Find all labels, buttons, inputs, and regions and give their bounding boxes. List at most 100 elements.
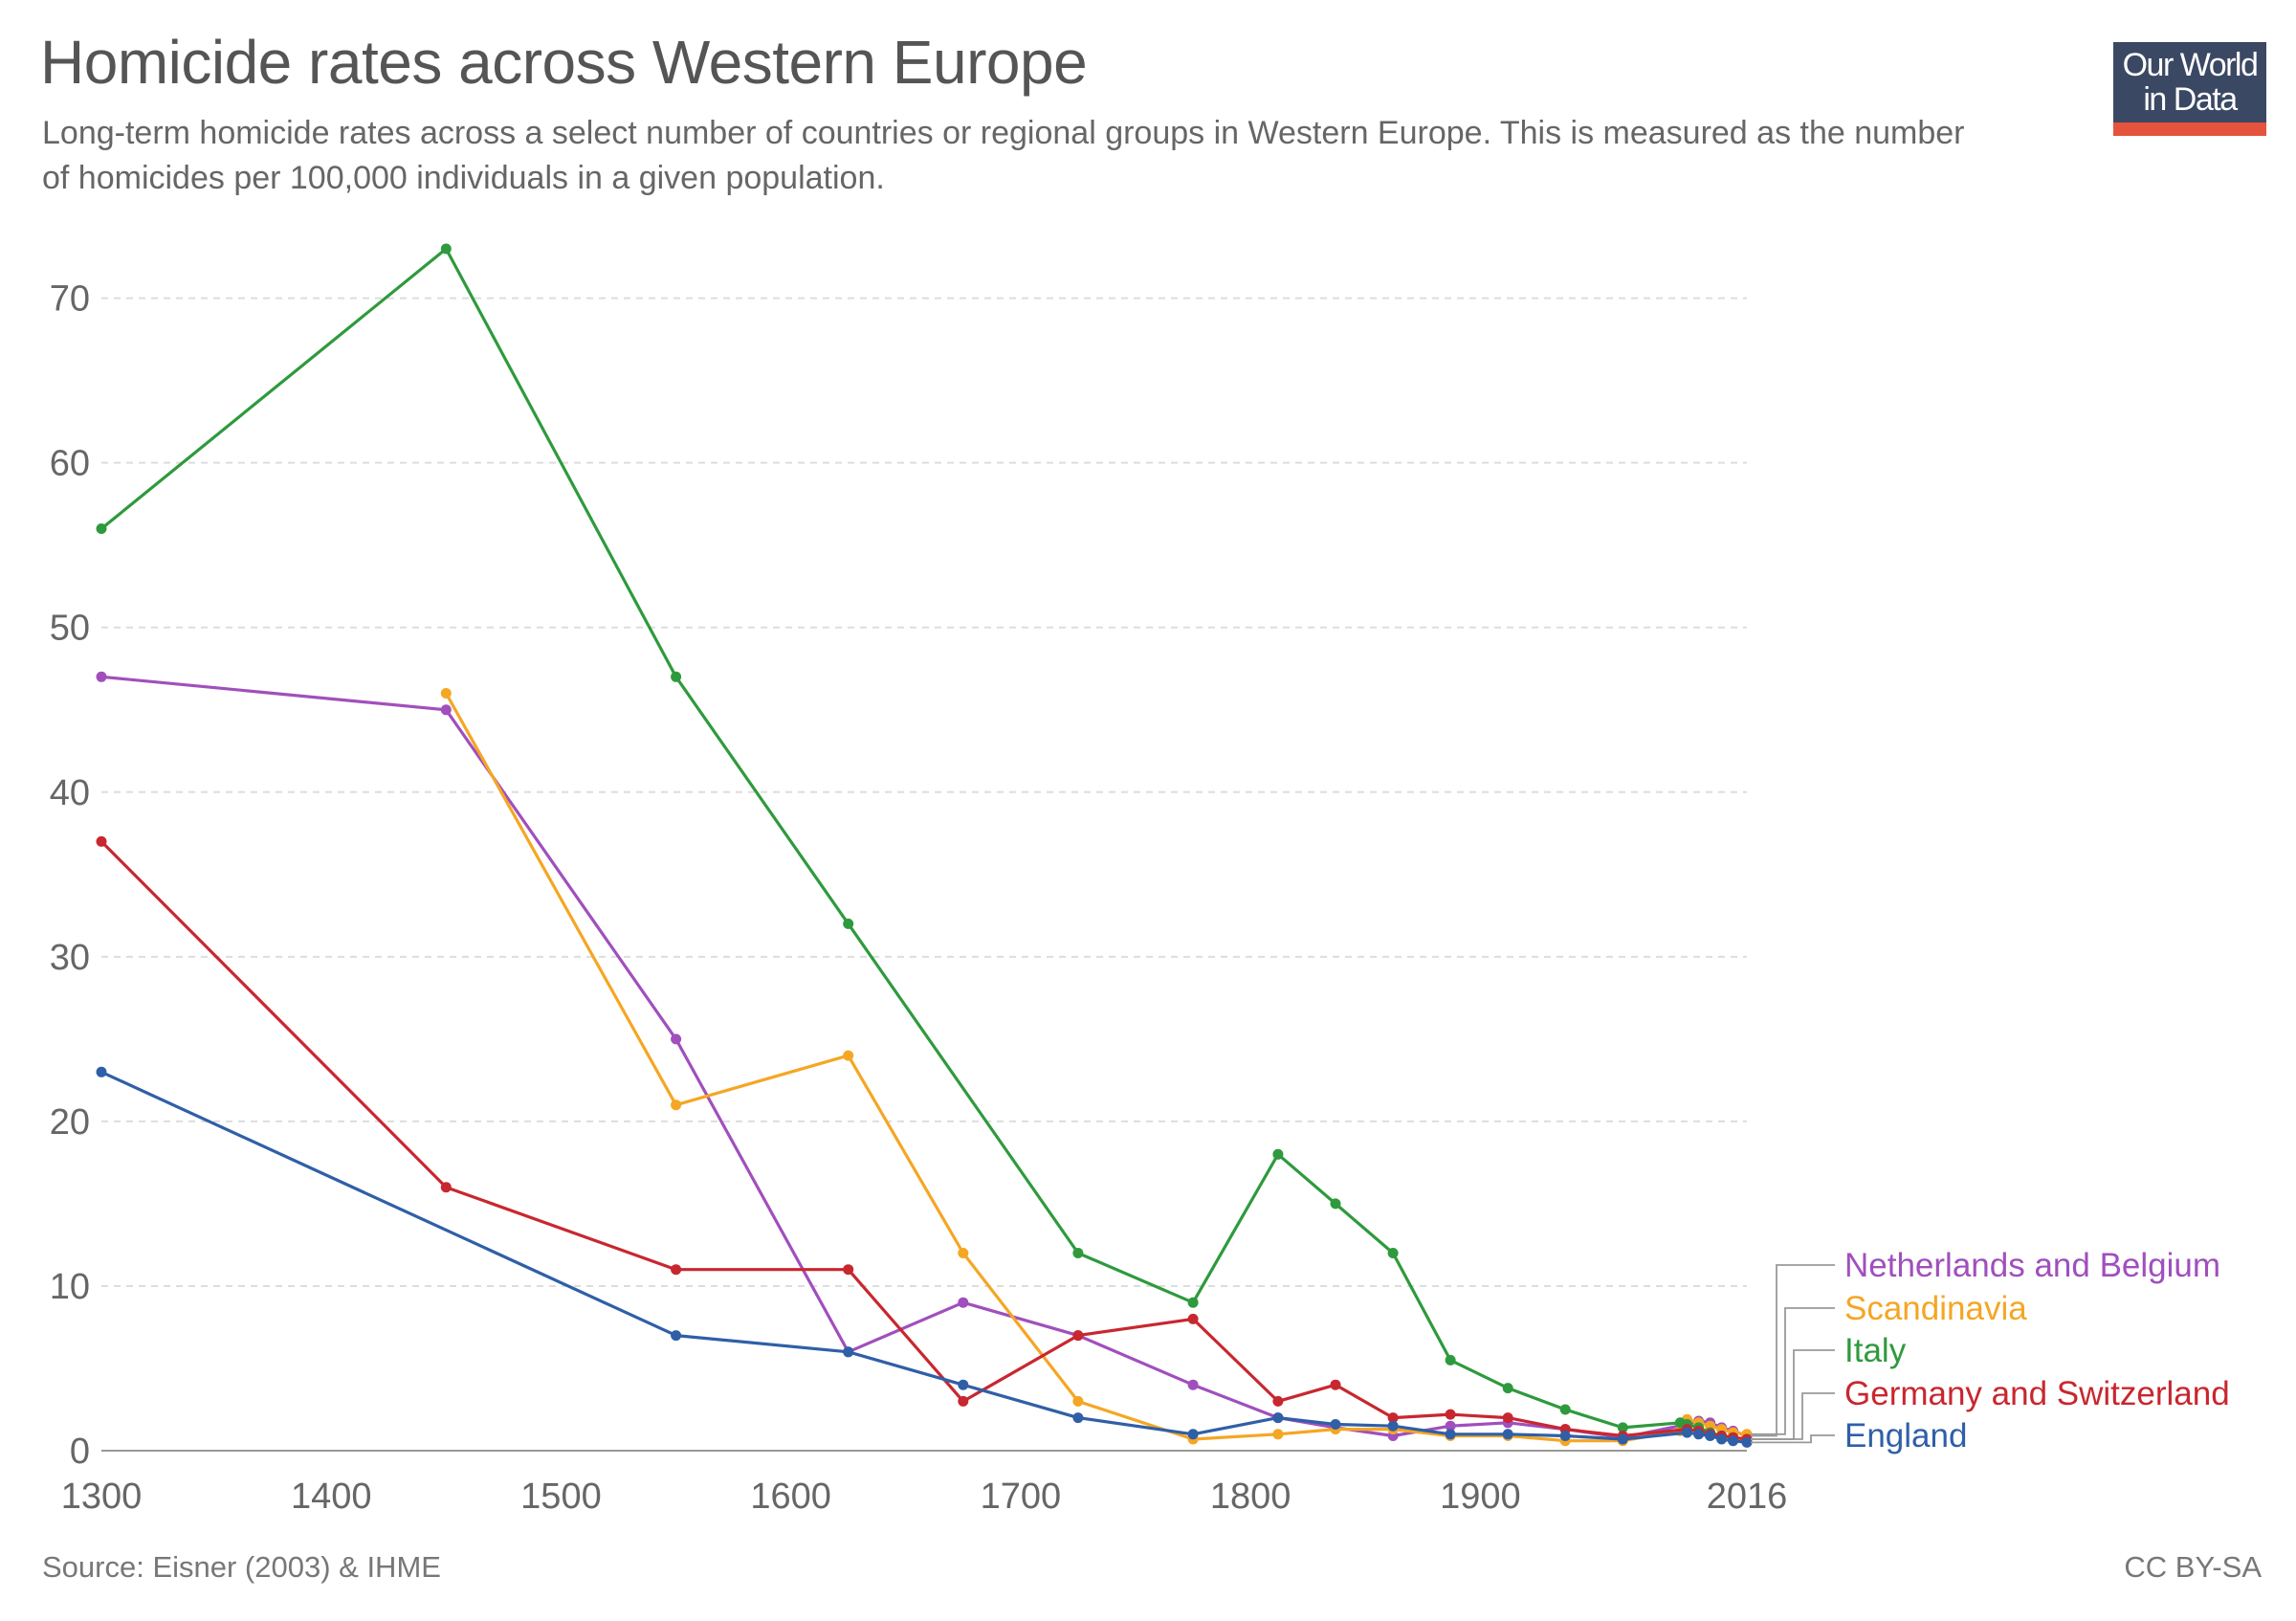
data-point bbox=[1272, 1429, 1284, 1440]
data-point bbox=[1705, 1431, 1716, 1441]
y-tick-label: 10 bbox=[50, 1267, 90, 1307]
series-lines bbox=[96, 243, 1753, 1448]
data-point bbox=[1330, 1379, 1341, 1390]
legend-label: Germany and Switzerland bbox=[1844, 1375, 2230, 1412]
y-tick-label: 60 bbox=[50, 444, 90, 484]
grid-lines bbox=[101, 297, 1747, 1287]
data-point bbox=[1502, 1383, 1513, 1394]
data-point bbox=[1072, 1248, 1084, 1258]
data-point bbox=[1272, 1395, 1284, 1407]
data-point bbox=[1693, 1429, 1705, 1440]
y-tick-label: 30 bbox=[50, 938, 90, 978]
x-tick-label: 1300 bbox=[61, 1477, 143, 1517]
x-tick-label: 1500 bbox=[520, 1477, 602, 1517]
legend-connector bbox=[1751, 1264, 1835, 1437]
data-point bbox=[1445, 1420, 1456, 1432]
series-line bbox=[99, 247, 1748, 1441]
data-point bbox=[440, 1182, 452, 1193]
data-point bbox=[671, 1033, 682, 1045]
data-point bbox=[843, 1264, 854, 1276]
data-point bbox=[96, 671, 107, 682]
y-tick-label: 50 bbox=[50, 609, 90, 649]
data-point bbox=[1617, 1422, 1628, 1433]
chart-subtitle: Long-term homicide rates across a select… bbox=[42, 115, 1965, 196]
data-point bbox=[671, 1330, 682, 1342]
legend: Netherlands and Belgium Scandinavia Italy G… bbox=[1751, 1247, 2230, 1454]
y-tick-label: 70 bbox=[50, 279, 90, 320]
series-england bbox=[96, 1066, 1753, 1448]
data-point bbox=[1387, 1248, 1399, 1258]
data-point bbox=[1387, 1420, 1399, 1432]
x-tick-label: 1400 bbox=[291, 1477, 372, 1517]
source-note: Source: Eisner (2003) & IHME bbox=[42, 1550, 441, 1584]
data-point bbox=[1072, 1412, 1084, 1424]
data-point bbox=[440, 704, 452, 716]
data-point bbox=[1272, 1412, 1284, 1424]
chart-title: Homicide rates across Western Europe bbox=[40, 28, 1088, 97]
legend-label: Italy bbox=[1844, 1332, 1907, 1369]
data-point bbox=[1072, 1395, 1084, 1407]
data-point bbox=[1330, 1419, 1341, 1430]
data-point bbox=[1187, 1297, 1199, 1308]
series-line bbox=[99, 840, 1748, 1441]
data-point bbox=[843, 1050, 854, 1061]
data-point bbox=[96, 523, 107, 534]
series-germany-and-switzerland bbox=[96, 835, 1753, 1445]
license-link[interactable]: CC BY-SA bbox=[2124, 1550, 2262, 1584]
data-point bbox=[843, 1346, 854, 1358]
y-tick-label: 20 bbox=[50, 1102, 90, 1143]
legend-connector bbox=[1751, 1392, 1835, 1440]
data-point bbox=[958, 1248, 969, 1258]
data-point bbox=[1445, 1409, 1456, 1420]
x-tick-label: 1800 bbox=[1210, 1477, 1292, 1517]
data-point bbox=[96, 835, 107, 847]
data-point bbox=[1187, 1379, 1199, 1390]
data-point bbox=[1272, 1148, 1284, 1160]
y-tick-label: 0 bbox=[70, 1432, 90, 1472]
series-line bbox=[444, 692, 1748, 1443]
data-point bbox=[1445, 1429, 1456, 1440]
legend-label: Netherlands and Belgium bbox=[1844, 1247, 2220, 1284]
series-line bbox=[100, 1070, 1748, 1444]
legend-label: Scandinavia bbox=[1844, 1290, 2027, 1327]
x-tick-label: 1700 bbox=[981, 1477, 1062, 1517]
logo-line-2: in Data bbox=[2143, 81, 2238, 118]
data-point bbox=[1502, 1429, 1513, 1440]
data-point bbox=[671, 1099, 682, 1111]
legend-connector bbox=[1751, 1307, 1835, 1435]
data-point bbox=[1330, 1198, 1341, 1210]
x-tick-label: 2016 bbox=[1707, 1477, 1788, 1517]
data-point bbox=[1559, 1431, 1571, 1441]
data-point bbox=[440, 688, 452, 699]
data-point bbox=[1682, 1427, 1692, 1438]
legend-label: England bbox=[1844, 1417, 1967, 1454]
data-point bbox=[1445, 1354, 1456, 1366]
y-tick-label: 40 bbox=[50, 773, 90, 813]
logo-line-1: Our World bbox=[2122, 47, 2259, 83]
series-line bbox=[100, 675, 1748, 1439]
data-point bbox=[958, 1379, 969, 1390]
data-point bbox=[671, 1264, 682, 1276]
data-point bbox=[1187, 1313, 1199, 1324]
data-point bbox=[1741, 1436, 1753, 1448]
data-point bbox=[96, 1066, 107, 1077]
series-netherlands-and-belgium bbox=[96, 671, 1753, 1443]
owid-logo[interactable]: Our World in Data bbox=[2113, 42, 2266, 136]
data-point bbox=[440, 243, 452, 255]
data-point bbox=[1502, 1412, 1513, 1424]
legend-connector bbox=[1751, 1434, 1835, 1444]
legend-connector bbox=[1751, 1349, 1835, 1440]
data-point bbox=[1716, 1433, 1728, 1445]
series-italy bbox=[96, 243, 1753, 1445]
data-point bbox=[1187, 1429, 1199, 1440]
data-point bbox=[1728, 1435, 1739, 1447]
x-tick-label: 1900 bbox=[1440, 1477, 1521, 1517]
axes: 0 10 20 30 40 50 60 70 1300 1400 1500 1600 1700 1800 1… bbox=[50, 279, 1788, 1517]
data-point bbox=[1387, 1412, 1399, 1424]
data-point bbox=[1559, 1404, 1571, 1415]
data-point bbox=[958, 1395, 969, 1407]
data-point bbox=[843, 918, 854, 929]
data-point bbox=[1617, 1433, 1628, 1445]
data-point bbox=[958, 1297, 969, 1308]
